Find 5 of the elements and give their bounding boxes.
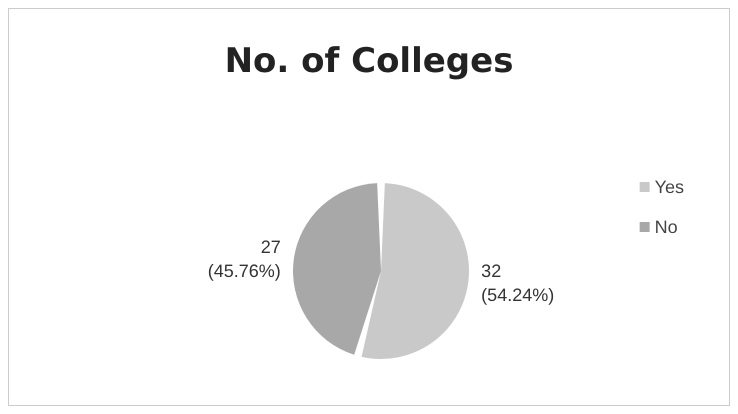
legend-label: Yes	[654, 177, 684, 197]
data-label: 32 (54.24%)	[481, 261, 554, 306]
data-label: 27 (45.76%)	[208, 236, 281, 281]
legend-label: No	[654, 217, 678, 237]
chart-title: No. of Colleges	[224, 41, 514, 81]
